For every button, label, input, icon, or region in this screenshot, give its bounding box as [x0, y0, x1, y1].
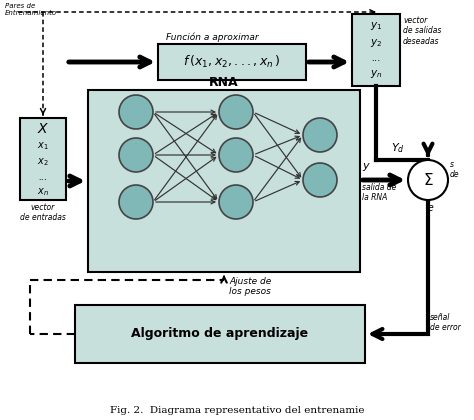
FancyBboxPatch shape — [158, 44, 306, 80]
Text: $X$: $X$ — [37, 122, 49, 136]
Circle shape — [219, 185, 253, 219]
Text: $y$: $y$ — [362, 161, 371, 173]
Text: $Y_d$: $Y_d$ — [391, 141, 405, 155]
Circle shape — [119, 95, 153, 129]
Text: vector
de salidas
deseadas: vector de salidas deseadas — [403, 16, 441, 46]
Text: señal
de error: señal de error — [430, 312, 461, 332]
Text: Algoritmo de aprendizaje: Algoritmo de aprendizaje — [131, 328, 309, 341]
FancyBboxPatch shape — [88, 90, 360, 272]
Circle shape — [119, 185, 153, 219]
FancyBboxPatch shape — [75, 305, 365, 363]
Text: Función a aproximar: Función a aproximar — [166, 32, 259, 42]
Text: Fig. 2.  Diagrama representativo del entrenamie: Fig. 2. Diagrama representativo del entr… — [110, 406, 364, 415]
Circle shape — [219, 95, 253, 129]
Circle shape — [303, 163, 337, 197]
Text: salida de
la RNA: salida de la RNA — [362, 183, 396, 202]
Text: $f\,(x_1,x_2,...,x_n\,)$: $f\,(x_1,x_2,...,x_n\,)$ — [183, 54, 281, 70]
Circle shape — [119, 138, 153, 172]
Text: Ajuste de
los pesos: Ajuste de los pesos — [229, 277, 271, 297]
Circle shape — [303, 118, 337, 152]
Text: $y_1$
$y_2$
...
$y_n$: $y_1$ $y_2$ ... $y_n$ — [370, 20, 382, 80]
Circle shape — [408, 160, 448, 200]
FancyBboxPatch shape — [352, 14, 400, 86]
FancyBboxPatch shape — [20, 118, 66, 200]
Text: Pares de
Entrenamiento: Pares de Entrenamiento — [5, 3, 57, 16]
Text: vector
de entradas: vector de entradas — [20, 203, 66, 223]
Circle shape — [219, 138, 253, 172]
Text: $\Sigma$: $\Sigma$ — [423, 172, 433, 188]
Text: $e$: $e$ — [426, 203, 434, 213]
Text: $x_1$
$x_2$
...
$x_n$: $x_1$ $x_2$ ... $x_n$ — [37, 140, 49, 198]
Text: s
de: s de — [450, 160, 460, 179]
Text: RNA: RNA — [209, 76, 239, 89]
